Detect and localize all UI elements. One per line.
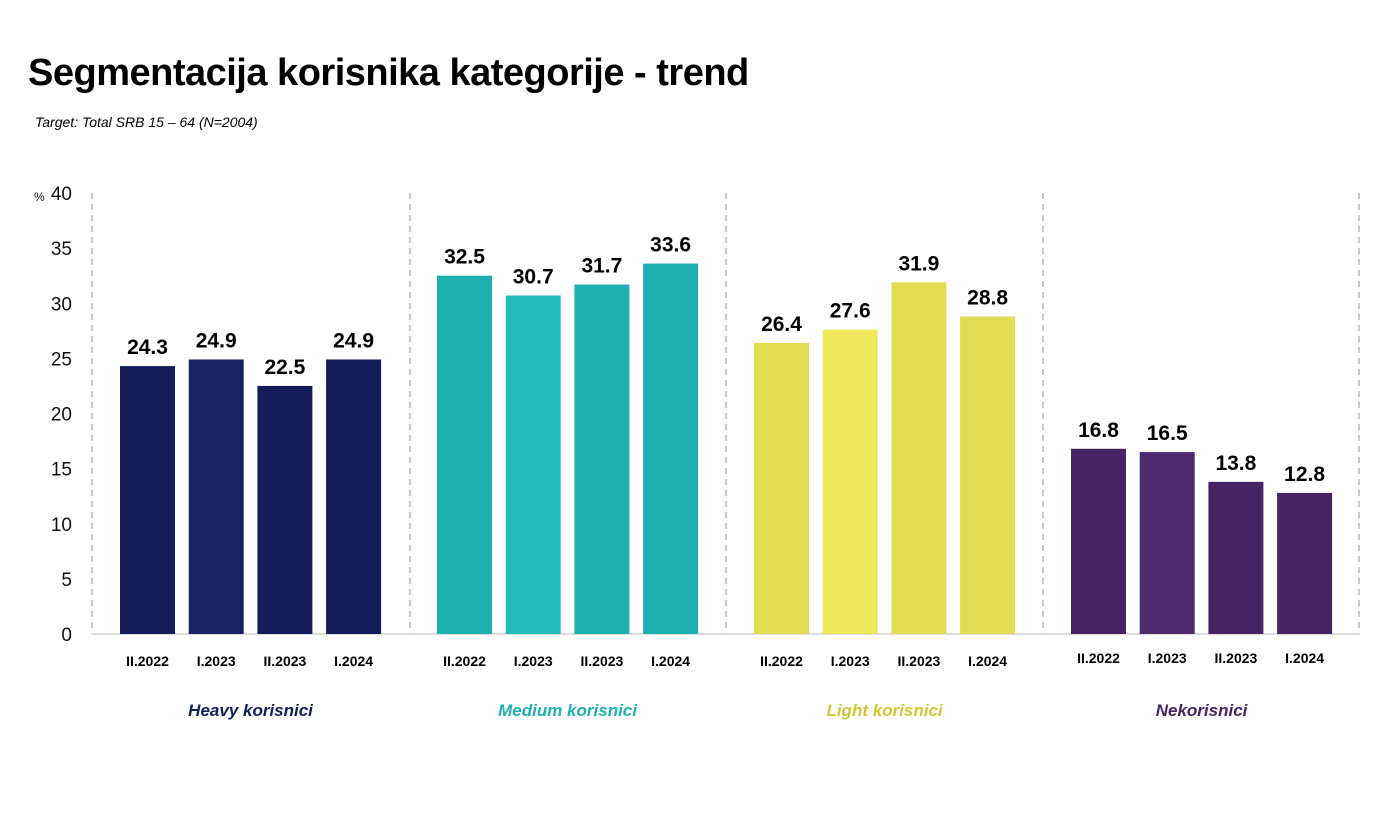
category-label: I.2024 [1285,650,1324,666]
bar-value-label: 16.8 [1078,419,1119,442]
bar-value-label: 32.5 [444,246,485,269]
bar [1071,448,1126,634]
bar-value-label: 33.6 [650,234,691,257]
category-label: I.2024 [651,653,690,669]
bar-value-label: 30.7 [513,266,554,289]
category-label: I.2023 [514,653,553,669]
group-label: Nekorisnici [1156,701,1249,720]
y-axis-unit: % [34,190,45,204]
category-label: II.2023 [263,653,306,669]
y-tick-label: 25 [51,349,72,370]
category-label: I.2023 [197,653,236,669]
group-label: Medium korisnici [498,701,638,720]
category-label: II.2022 [760,653,803,669]
bar-value-label: 26.4 [761,313,802,336]
bar [505,295,561,634]
bar [437,275,492,634]
bar-value-label: 31.9 [898,252,939,275]
bar [188,359,244,634]
y-tick-label: 10 [51,515,72,536]
y-tick-label: 35 [51,239,72,260]
bar-value-label: 24.3 [127,336,168,359]
y-tick-label: 40 [51,184,72,205]
bar-value-label: 24.9 [333,329,374,352]
page-subtitle: Target: Total SRB 15 – 64 (N=2004) [35,114,258,130]
category-label: II.2023 [1214,650,1257,666]
y-tick-label: 20 [51,405,72,426]
category-label: I.2024 [334,653,373,669]
bar [754,342,809,634]
bar-group: 32.5 II.2022 30.7 I.2023 31.7 II.2023 33.6 I.20… [437,234,699,720]
bar-value-label: 12.8 [1284,463,1325,486]
bar-group: 16.8 II.2022 16.5 I.2023 13.8 II.2023 12.8 I.20… [1071,419,1333,720]
bar-value-label: 22.5 [264,356,305,379]
bar [574,284,630,634]
y-tick-label: 30 [51,294,72,315]
page-title: Segmentacija korisnika kategorije - tren… [28,52,749,94]
category-label: II.2023 [580,653,623,669]
bar [822,329,878,634]
bar-group: 24.3 II.2022 24.9 I.2023 22.5 II.2023 24.9 I.20… [120,329,382,720]
bar-value-label: 27.6 [830,300,871,323]
category-label: I.2024 [968,653,1007,669]
bar [1277,492,1333,634]
bar-value-label: 13.8 [1215,452,1256,475]
y-tick-label: 0 [61,625,72,646]
category-label: II.2023 [897,653,940,669]
bar [1139,452,1195,634]
bar [1208,481,1264,634]
bar [257,385,313,634]
category-label: I.2023 [1148,650,1187,666]
category-label: II.2022 [126,653,169,669]
bar-value-label: 16.5 [1147,422,1188,445]
bar-value-label: 28.8 [967,286,1008,309]
y-tick-label: 5 [61,570,72,591]
bar [643,263,699,634]
category-label: II.2022 [1077,650,1120,666]
bar [326,359,382,634]
y-tick-label: 15 [51,460,72,481]
y-axis: % 0 5 10 15 20 25 30 35 40 [34,184,72,646]
bar [120,366,175,634]
bar-value-label: 31.7 [581,255,622,278]
group-label: Heavy korisnici [188,701,314,720]
bar [960,316,1016,634]
category-label: I.2023 [831,653,870,669]
bar-group: 26.4 II.2022 27.6 I.2023 31.9 II.2023 28.8 I.20… [754,252,1016,720]
bar-value-label: 24.9 [196,329,237,352]
bar-groups: 24.3 II.2022 24.9 I.2023 22.5 II.2023 24.9 I.20… [120,234,1333,720]
category-label: II.2022 [443,653,486,669]
group-label: Light korisnici [826,701,943,720]
group-dividers [91,193,1360,634]
bar [891,282,947,634]
